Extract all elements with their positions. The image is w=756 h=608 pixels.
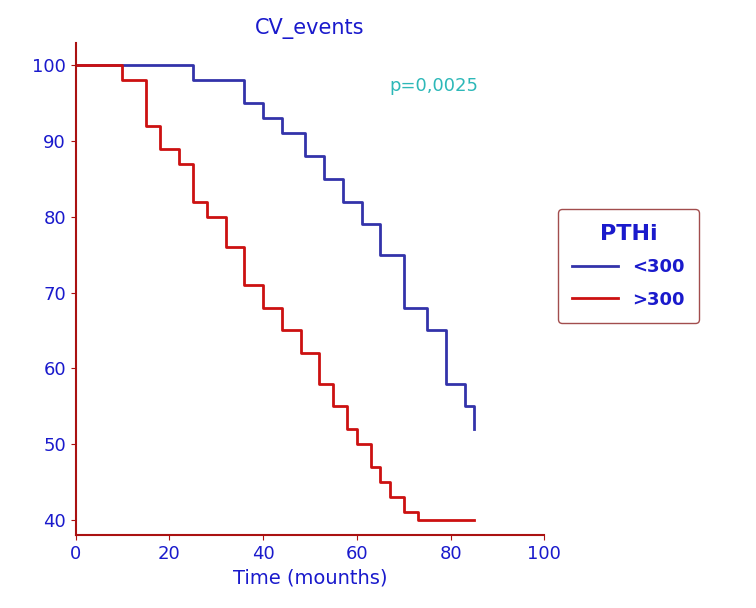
<300	[423, 327, 432, 334]
<300	[469, 426, 479, 433]
>300	[352, 426, 361, 433]
Line: >300: >300	[76, 65, 474, 520]
>300	[221, 243, 230, 250]
>300	[259, 304, 268, 311]
>300	[414, 516, 423, 523]
>300	[174, 160, 183, 167]
>300	[259, 282, 268, 289]
>300	[469, 516, 479, 523]
<300	[259, 115, 268, 122]
<300	[357, 198, 366, 206]
<300	[320, 175, 329, 182]
>300	[329, 380, 338, 387]
>300	[367, 440, 376, 447]
<300	[320, 153, 329, 160]
>300	[385, 494, 394, 501]
>300	[156, 122, 165, 130]
<300	[277, 130, 287, 137]
>300	[385, 478, 394, 486]
<300	[188, 61, 197, 69]
>300	[221, 213, 230, 221]
>300	[118, 61, 127, 69]
<300	[71, 61, 80, 69]
>300	[156, 145, 165, 152]
<300	[259, 100, 268, 107]
>300	[296, 350, 305, 357]
>300	[427, 516, 436, 523]
>300	[446, 516, 455, 523]
<300	[338, 198, 347, 206]
Text: p=0,0025: p=0,0025	[389, 77, 479, 95]
<300	[357, 221, 366, 228]
>300	[376, 463, 385, 471]
>300	[427, 516, 436, 523]
<300	[137, 61, 146, 69]
<300	[376, 251, 385, 258]
>300	[343, 402, 352, 410]
<300	[469, 402, 479, 410]
>300	[240, 282, 249, 289]
>300	[314, 350, 324, 357]
>300	[174, 145, 183, 152]
Title: CV_events: CV_events	[256, 18, 364, 40]
>300	[314, 380, 324, 387]
<300	[338, 175, 347, 182]
>300	[469, 516, 479, 523]
Line: <300: <300	[76, 65, 474, 429]
>300	[141, 77, 150, 84]
<300	[301, 130, 310, 137]
X-axis label: Time (mounths): Time (mounths)	[233, 568, 387, 587]
<300	[240, 100, 249, 107]
>300	[296, 327, 305, 334]
>300	[329, 402, 338, 410]
<300	[301, 153, 310, 160]
<300	[376, 221, 385, 228]
<300	[460, 380, 469, 387]
<300	[240, 77, 249, 84]
<300	[460, 402, 469, 410]
<300	[399, 251, 408, 258]
>300	[203, 198, 212, 206]
>300	[399, 494, 408, 501]
>300	[277, 304, 287, 311]
>300	[446, 516, 455, 523]
>300	[343, 426, 352, 433]
<300	[423, 304, 432, 311]
<300	[442, 327, 451, 334]
>300	[203, 213, 212, 221]
>300	[376, 478, 385, 486]
>300	[352, 440, 361, 447]
<300	[399, 304, 408, 311]
<300	[277, 115, 287, 122]
Legend: <300, >300: <300, >300	[558, 209, 699, 323]
>300	[367, 463, 376, 471]
>300	[414, 509, 423, 516]
>300	[118, 77, 127, 84]
>300	[240, 243, 249, 250]
>300	[141, 122, 150, 130]
>300	[188, 198, 197, 206]
>300	[71, 61, 80, 69]
>300	[188, 160, 197, 167]
<300	[188, 77, 197, 84]
<300	[137, 61, 146, 69]
>300	[399, 509, 408, 516]
>300	[277, 327, 287, 334]
<300	[442, 380, 451, 387]
